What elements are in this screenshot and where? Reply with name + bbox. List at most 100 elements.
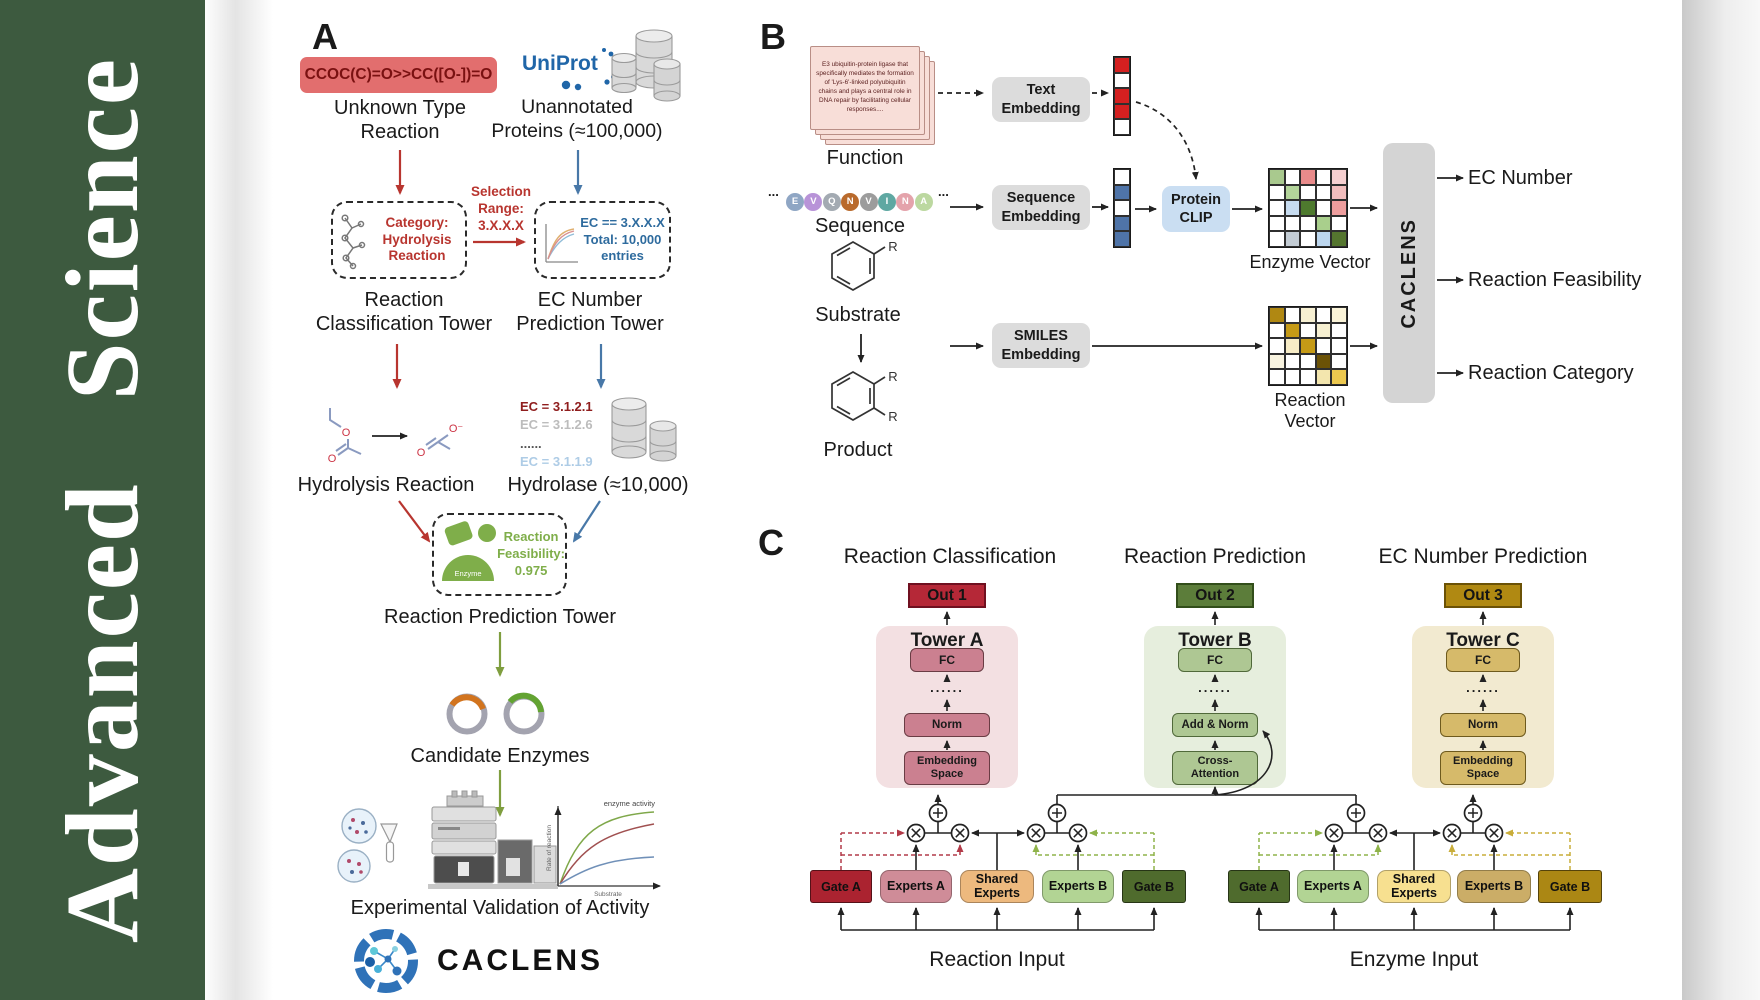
hplc-instrument-icon [428,790,558,889]
tower-c-embedding: Embedding Space [1440,751,1526,785]
prediction-tower-label: Reaction Prediction Tower [384,606,616,628]
product-r2-label: R [888,409,897,424]
enzyme-vector-matrix [1268,168,1348,248]
product-r1-label: R [888,369,897,384]
sequence-embedding-box: Sequence Embedding [992,185,1090,230]
output-reaction-feasibility: Reaction Feasibility [1468,269,1642,291]
panel-a-arrows [372,150,606,817]
tower-a-title: Tower A [910,630,984,651]
sequence-ellipsis-right: ... [938,184,949,199]
plasmid-icons [446,692,545,735]
function-card: E3 ubiquitin-protein ligase that specifi… [810,46,920,130]
reaction-vector-label: Reaction Vector [1274,390,1346,431]
tower-a-norm: Norm [904,713,990,737]
acetate-o-minus: O⁻ [449,423,464,435]
header-reaction-classification: Reaction Classification [843,545,1057,568]
header-ec-number-prediction: EC Number Prediction [1378,545,1588,568]
hydrolase-label: Hydrolase (≈10,000) [507,474,689,496]
ester-o: O [342,427,351,439]
panel-b-arrows [857,89,1464,377]
panel-b-label: B [760,16,786,57]
substrate-molecule: R [831,239,898,291]
tower-a: Tower A FC ...... Norm Embedding Space [876,626,1018,788]
caclens-logo-icon [354,929,418,993]
reaction-experts-b: Experts B [1042,870,1114,903]
ester-o2: O [328,453,337,465]
smiles-embedding-box: SMILES Embedding [992,323,1090,368]
selection-range-label: Selection Range: 3.X.X.X [470,184,532,233]
out3-box: Out 3 [1444,583,1522,608]
caclens-bar: CACLENS [1383,143,1435,403]
enzyme-shared-experts: Shared Experts [1377,870,1451,903]
tower-a-dots: ...... [930,680,964,695]
feasibility-dashed-box: Reaction Feasibility: 0.975 [432,513,567,596]
tower-a-fc: FC [910,648,984,672]
substrate-r-label: R [888,239,897,254]
enzyme-gate-b: Gate B [1538,870,1602,903]
uniprot-database-icon [611,29,681,102]
tower-c-title: Tower C [1446,630,1520,651]
left-shade [205,0,273,1000]
acetate-molecule: O⁻ O [417,423,464,459]
panel-c-label: C [758,522,784,563]
output-ec-number: EC Number [1468,167,1573,189]
enzyme-gate-a: Gate A [1228,870,1290,903]
substrate-label: Substrate [815,304,901,326]
product-label: Product [823,439,893,461]
activity-plot-icon: enzyme activity Rate of reaction Substra… [546,799,660,898]
sequence-embedding-vector [1113,168,1131,248]
panel-a-label: A [312,16,338,57]
tower-b-title: Tower B [1178,630,1252,651]
enzyme-icon: Enzyme [442,521,496,581]
panel-c-wiring [837,611,1574,931]
function-card-text: E3 ubiquitin-protein ligase that specifi… [816,61,914,113]
activity-xlabel: Substrate [594,891,622,898]
enzyme-experts-b: Experts B [1457,870,1531,903]
activity-annotation: enzyme activity [604,799,656,808]
header-reaction-prediction: Reaction Prediction [1123,545,1307,568]
activity-ylabel: Rate of reaction [546,825,553,871]
uniprot-wordmark: UniProt [522,52,598,75]
category-text: Category: Hydrolysis Reaction [382,214,452,264]
reaction-shared-experts: Shared Experts [960,870,1034,903]
validation-label: Experimental Validation of Activity [350,897,650,919]
tower-b-add-norm: Add & Norm [1172,713,1258,737]
enzyme-vector-label: Enzyme Vector [1249,252,1371,272]
ec-range-dashed-box: EC == 3.X.X.X Total: 10,000 entries [534,201,671,279]
classification-tower-label: Reaction Classification Tower [315,289,493,336]
ec-candidate-list: EC = 3.1.2.1 EC = 3.1.2.6...... EC = 3.1.1… [520,399,593,470]
out2-box: Out 2 [1176,583,1254,608]
feasibility-text: Reaction Feasibility: 0.975 [497,529,565,578]
journal-banner: Advanced Science [0,0,205,1000]
reaction-vector-matrix [1268,306,1348,386]
tower-a-embedding: Embedding Space [904,751,990,785]
smiles-text: CCOC(C)=O>>CC([O-])=O [304,66,493,83]
text-embedding-vector [1113,56,1131,136]
hydrolase-database-icon [611,397,677,462]
out1-box: Out 1 [908,583,986,608]
reaction-gate-a: Gate A [810,870,872,903]
category-dashed-box: Category: Hydrolysis Reaction [331,201,467,279]
sequence-ellipsis-left: ... [768,184,779,199]
hydrolysis-label: Hydrolysis Reaction [297,474,475,496]
enzyme-input-label: Enzyme Input [1349,948,1479,971]
caclens-wordmark: CACLENS [437,944,604,977]
function-label: Function [826,147,904,169]
ec-range-text: EC == 3.X.X.X Total: 10,000 entries [580,214,665,264]
reaction-input-label: Reaction Input [929,948,1065,971]
ec-tower-label: EC Number Prediction Tower [516,289,664,336]
acetate-o: O [417,447,426,459]
tower-c-norm: Norm [1440,713,1526,737]
sequence-label: Sequence [814,215,906,237]
candidate-enzymes-label: Candidate Enzymes [410,745,590,767]
enzyme-badge-label: Enzyme [454,569,481,578]
tower-c-dots: ...... [1466,680,1500,695]
reaction-experts-a: Experts A [880,870,952,903]
tower-b-dots: ...... [1198,680,1232,695]
reaction-gate-b: Gate B [1122,870,1186,903]
right-shade [1682,0,1760,1000]
protein-clip-box: Protein CLIP [1162,186,1230,232]
